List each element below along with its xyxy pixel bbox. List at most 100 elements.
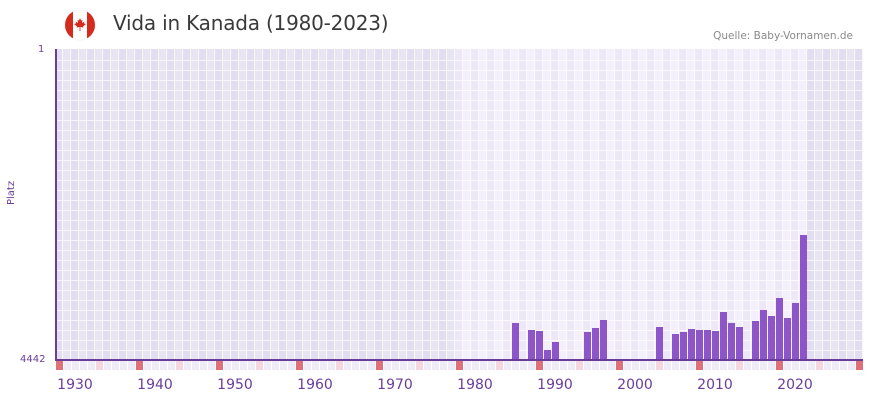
grid-line — [262, 49, 263, 360]
data-bar[interactable] — [704, 330, 711, 360]
year-marker-row — [55, 361, 863, 370]
grid-column — [487, 49, 495, 360]
data-bar[interactable] — [528, 330, 535, 360]
year-marker — [848, 361, 855, 370]
year-marker — [720, 361, 727, 370]
grid-line — [55, 290, 863, 291]
grid-column — [695, 49, 703, 360]
grid-line — [334, 49, 335, 360]
data-bar[interactable] — [728, 323, 735, 360]
grid-line — [630, 49, 631, 360]
grid-column — [847, 49, 855, 360]
data-bar[interactable] — [600, 320, 607, 360]
data-bar[interactable] — [768, 316, 775, 360]
grid-column — [111, 49, 119, 360]
data-bar[interactable] — [800, 235, 807, 360]
data-bar[interactable] — [784, 318, 791, 360]
data-bar[interactable] — [592, 328, 599, 360]
grid-column — [207, 49, 215, 360]
grid-line — [414, 49, 415, 360]
year-marker — [296, 361, 303, 370]
grid-line — [494, 49, 495, 360]
data-bar[interactable] — [552, 342, 559, 360]
grid-line — [206, 49, 207, 360]
grid-line — [55, 260, 863, 261]
year-marker — [480, 361, 487, 370]
x-tick-label: 2020 — [777, 377, 813, 393]
grid-line — [534, 49, 535, 360]
grid-line — [310, 49, 311, 360]
grid-line — [55, 190, 863, 191]
data-bar[interactable] — [688, 329, 695, 360]
grid-line — [462, 49, 463, 360]
grid-column — [663, 49, 671, 360]
data-bar[interactable] — [760, 310, 767, 360]
grid-column — [359, 49, 367, 360]
grid-column — [143, 49, 151, 360]
grid-column — [575, 49, 583, 360]
grid-column — [527, 49, 535, 360]
year-marker — [664, 361, 671, 370]
grid-column — [759, 49, 767, 360]
grid-line — [55, 160, 863, 161]
data-bar[interactable] — [712, 331, 719, 360]
year-marker — [624, 361, 631, 370]
year-marker — [552, 361, 559, 370]
x-tick-label: 1940 — [137, 377, 173, 393]
data-bar[interactable] — [672, 334, 679, 360]
year-marker — [736, 361, 743, 370]
grid-column — [335, 49, 343, 360]
year-marker — [176, 361, 183, 370]
grid-line — [510, 49, 511, 360]
data-bar[interactable] — [680, 332, 687, 360]
year-marker — [384, 361, 391, 370]
grid-column — [367, 49, 375, 360]
grid-line — [678, 49, 679, 360]
year-marker — [424, 361, 431, 370]
data-bar[interactable] — [736, 327, 743, 360]
data-bar[interactable] — [696, 330, 703, 360]
grid-line — [78, 49, 79, 360]
grid-line — [550, 49, 551, 360]
grid-line — [55, 310, 863, 311]
grid-line — [470, 49, 471, 360]
grid-line — [182, 49, 183, 360]
grid-column — [679, 49, 687, 360]
grid-line — [598, 49, 599, 360]
grid-line — [798, 49, 799, 360]
grid-line — [454, 49, 455, 360]
grid-column — [799, 49, 807, 360]
data-bar[interactable] — [792, 303, 799, 360]
grid-line — [55, 140, 863, 141]
grid-line — [94, 49, 95, 360]
grid-column — [599, 49, 607, 360]
grid-column — [231, 49, 239, 360]
data-bar[interactable] — [776, 298, 783, 360]
year-marker — [680, 361, 687, 370]
year-marker — [152, 361, 159, 370]
data-bar[interactable] — [512, 323, 519, 360]
grid-line — [294, 49, 295, 360]
grid-column — [839, 49, 847, 360]
year-marker — [208, 361, 215, 370]
grid-column — [479, 49, 487, 360]
grid-column — [343, 49, 351, 360]
data-bar[interactable] — [536, 331, 543, 360]
canada-flag-icon — [65, 10, 95, 40]
data-bar[interactable] — [720, 312, 727, 360]
data-bar[interactable] — [752, 321, 759, 360]
grid-line — [822, 49, 823, 360]
year-marker — [280, 361, 287, 370]
grid-column — [463, 49, 471, 360]
grid-line — [838, 49, 839, 360]
year-marker — [576, 361, 583, 370]
data-bar[interactable] — [544, 350, 551, 360]
year-marker — [64, 361, 71, 370]
year-marker — [192, 361, 199, 370]
grid-line — [118, 49, 119, 360]
grid-line — [198, 49, 199, 360]
data-bar[interactable] — [656, 327, 663, 360]
data-bar[interactable] — [584, 332, 591, 360]
grid-column — [687, 49, 695, 360]
grid-column — [791, 49, 799, 360]
